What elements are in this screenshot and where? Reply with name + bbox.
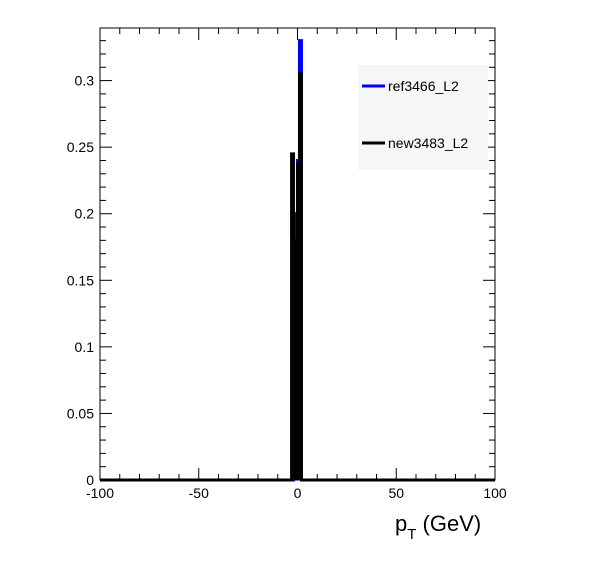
legend-label-new: new3483_L2 — [388, 135, 468, 151]
tick-labels: -100 -50 0 50 100 0 0.05 0.1 0.15 0.2 0.25 0.3 — [67, 73, 507, 501]
y-tick-label: 0.3 — [75, 73, 95, 89]
x-tick-label: -100 — [86, 485, 114, 501]
y-tick-label: 0.15 — [67, 272, 94, 288]
x-axis-title-subscript: T — [407, 526, 416, 543]
y-tick-label: 0.25 — [67, 139, 94, 155]
histogram-series — [100, 39, 495, 482]
y-tick-label: 0.1 — [75, 339, 95, 355]
legend-box — [358, 65, 488, 170]
legend-label-ref: ref3466_L2 — [388, 78, 459, 94]
legend: ref3466_L2 new3483_L2 — [358, 65, 488, 170]
y-tick-label: 0.2 — [75, 206, 95, 222]
x-tick-label: 0 — [294, 485, 302, 501]
series-new3483-outline — [100, 72, 495, 482]
x-axis-title-main: p — [395, 511, 407, 536]
x-tick-label: 50 — [388, 485, 404, 501]
x-axis-title-unit: (GeV) — [416, 511, 481, 536]
x-tick-label: -50 — [189, 485, 209, 501]
x-axis-title: pT (GeV) — [395, 511, 481, 543]
x-tick-label: 100 — [483, 485, 507, 501]
y-tick-label: 0.05 — [67, 405, 94, 421]
y-tick-label: 0 — [86, 472, 94, 488]
